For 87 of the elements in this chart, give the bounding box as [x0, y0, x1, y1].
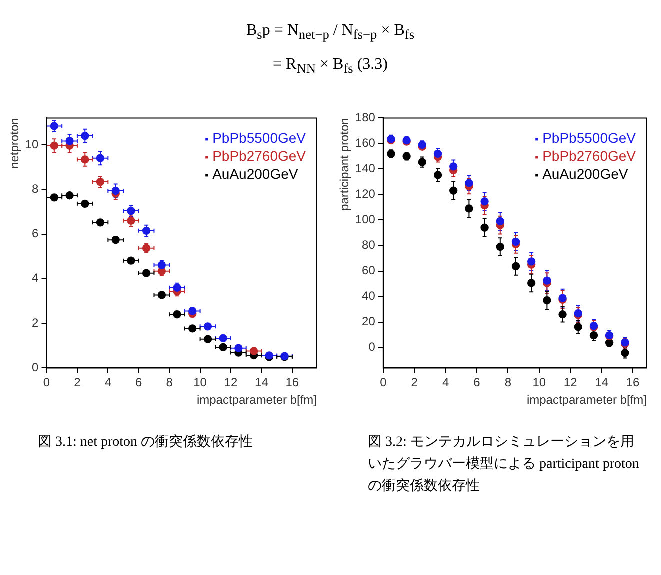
legend-label: PbPb2760GeV	[212, 148, 307, 164]
point	[434, 171, 442, 180]
x-tick-label: 0	[380, 376, 388, 390]
x-tick-label: 12	[224, 376, 238, 390]
point	[50, 142, 59, 150]
y-tick-label: 0	[368, 340, 376, 354]
y-tick-label: 20	[362, 314, 376, 329]
x-tick-label: 2	[411, 376, 418, 390]
y-axis-title: netproton	[8, 118, 22, 169]
legend-label: AuAu200GeV	[212, 166, 299, 182]
text: = R$_{NN}$ × B$_{fs}$ (3.3)	[272, 55, 389, 78]
x-tick-label: 0	[43, 376, 50, 390]
point	[480, 224, 489, 232]
point	[543, 296, 552, 305]
x-tick-label: 10	[194, 376, 208, 390]
point	[450, 162, 458, 171]
x-axis-title: impactparameter b[fm]	[526, 393, 647, 408]
point	[81, 156, 90, 164]
point	[204, 335, 212, 344]
y-tick-label: 10	[25, 137, 40, 152]
x-axis-title: impactparameter b[fm]	[196, 393, 317, 408]
y-tick-label: 180	[355, 110, 376, 125]
point	[250, 347, 258, 356]
point	[574, 323, 582, 332]
point	[219, 343, 228, 352]
x-tick-label: 14	[595, 376, 609, 390]
y-tick-label: 80	[362, 238, 376, 252]
point	[66, 192, 74, 200]
x-tick-label: 16	[626, 376, 640, 390]
x-tick-label: 8	[166, 376, 174, 390]
y-tick-label: 4	[32, 271, 40, 286]
y-tick-label: 2	[32, 316, 40, 330]
x-tick-label: 2	[74, 376, 82, 390]
text: B$_{s}$p = N$_{net−p}$ / N$_{fs−p}$ × B$_{fs}$	[245, 21, 416, 44]
point	[173, 310, 182, 319]
point	[81, 200, 90, 208]
point	[234, 344, 243, 352]
point	[450, 186, 458, 196]
x-tick-label: 10	[532, 376, 546, 390]
x-tick-label: 6	[136, 376, 143, 390]
x-tick-label: 4	[442, 376, 450, 390]
point	[465, 179, 474, 188]
point	[558, 310, 567, 319]
point	[527, 258, 536, 266]
y-tick-label: 8	[32, 182, 40, 196]
caption: 図 3.1: net proton の衝突係数依存性	[38, 433, 254, 452]
point	[96, 218, 105, 227]
point	[112, 236, 120, 244]
x-tick-label: 16	[286, 376, 300, 390]
point	[112, 186, 120, 196]
y-tick-label: 40	[362, 289, 376, 304]
x-tick-label: 4	[104, 376, 112, 390]
point	[204, 322, 212, 331]
y-tick-label: 120	[355, 187, 376, 202]
point	[465, 204, 474, 213]
point	[142, 269, 151, 278]
legend-label: PbPb5500GeV	[542, 130, 637, 146]
point	[527, 279, 536, 288]
point	[480, 198, 489, 206]
y-tick-label: 60	[362, 264, 376, 278]
point	[496, 217, 504, 226]
point	[543, 276, 552, 285]
point	[81, 132, 90, 140]
point	[96, 154, 105, 162]
x-tick-label: 8	[504, 376, 512, 390]
legend-label: PbPb2760GeV	[542, 148, 637, 164]
point	[496, 242, 504, 252]
point	[66, 137, 74, 146]
x-tick-label: 14	[255, 376, 269, 390]
point	[188, 324, 197, 333]
y-axis-title: participant proton	[338, 118, 352, 211]
x-tick-label: 12	[564, 376, 578, 390]
point	[50, 194, 59, 202]
point	[512, 262, 520, 271]
y-tick-label: 0	[32, 360, 40, 375]
y-tick-label: 140	[355, 162, 376, 176]
point	[512, 238, 520, 246]
point	[127, 256, 136, 265]
legend-label: AuAu200GeV	[542, 166, 629, 182]
y-tick-label: 6	[32, 226, 40, 241]
x-tick-label: 6	[474, 376, 481, 390]
y-tick-label: 160	[355, 136, 376, 150]
legend-label: PbPb5500GeV	[212, 130, 307, 146]
y-tick-label: 100	[355, 212, 376, 227]
point	[219, 334, 228, 343]
caption: 図 3.2: モンテカルロシミュレーションを用いたグラウバー模型による participant proton の衝突係数依存性	[368, 434, 640, 496]
point	[158, 291, 166, 300]
